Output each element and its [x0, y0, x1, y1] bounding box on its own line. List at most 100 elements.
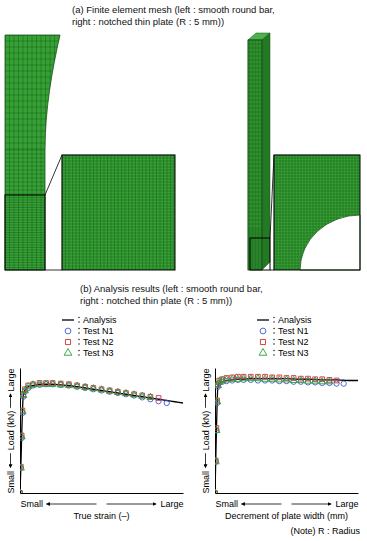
mesh-line	[248, 60, 262, 61]
caption: right : notched thin plate (R : 5 mm))	[80, 295, 232, 306]
y-axis: SmallLarge	[6, 369, 21, 494]
mesh-line	[62, 170, 175, 171]
data-point	[164, 400, 169, 405]
data-point	[65, 381, 72, 387]
mesh-outline	[248, 40, 262, 270]
mesh-line	[248, 224, 262, 225]
mesh-line	[5, 119, 60, 120]
mesh-line	[139, 155, 140, 270]
mesh-line	[248, 192, 262, 193]
mesh-line	[274, 203, 360, 204]
x-axis-line	[216, 493, 359, 494]
data-point	[49, 380, 56, 386]
mesh-line	[62, 251, 175, 252]
mesh-outline	[5, 35, 60, 270]
y-tick: Small	[201, 471, 215, 494]
data-point	[312, 377, 319, 383]
mesh-line	[5, 237, 60, 238]
mesh-line	[248, 104, 262, 105]
mesh-line	[260, 40, 261, 270]
inset-body	[274, 155, 360, 270]
mesh-line	[5, 242, 60, 243]
mesh-line	[301, 155, 302, 270]
mesh-line	[62, 242, 175, 243]
mesh-line	[248, 176, 262, 177]
mesh-line	[76, 155, 77, 270]
mesh-line	[62, 233, 175, 234]
mesh-line	[5, 240, 60, 241]
mesh-inset-left	[62, 155, 175, 270]
mesh-line	[248, 216, 262, 217]
mesh-line	[62, 179, 175, 180]
mesh-line	[5, 83, 60, 84]
legend-swatch	[260, 328, 266, 334]
arrow	[47, 504, 97, 505]
mesh-line	[128, 155, 129, 270]
legend-separator	[273, 332, 274, 333]
mesh-line	[79, 155, 80, 270]
mesh-round-bar	[5, 35, 60, 270]
legend-swatch	[64, 349, 72, 356]
mesh-line	[5, 158, 60, 159]
mesh-line	[62, 230, 175, 231]
arrow	[10, 394, 11, 408]
legend-label: Analysis	[278, 315, 312, 325]
legend: AnalysisTest N1Test N2Test N3	[62, 315, 117, 358]
mesh-line	[248, 72, 262, 73]
mesh-line	[149, 155, 150, 270]
mesh-line	[62, 254, 175, 255]
mesh-line	[252, 40, 253, 270]
mesh-line	[298, 155, 299, 270]
data-point	[73, 382, 80, 388]
x-tick-label: Large	[160, 499, 183, 509]
mesh-line	[248, 136, 262, 137]
data-point	[304, 377, 311, 383]
mesh-line	[274, 197, 360, 198]
zoom-link	[270, 155, 274, 238]
mesh-line	[248, 128, 262, 129]
mesh-line	[274, 209, 360, 210]
legend-separator	[78, 354, 79, 355]
data-point	[156, 398, 161, 403]
data-point	[20, 489, 24, 493]
legend-separator	[273, 328, 274, 329]
y-tick: Large	[201, 369, 215, 392]
mesh-line	[156, 155, 157, 270]
mesh-line	[5, 267, 60, 268]
mesh-line	[83, 155, 84, 270]
mesh-line	[248, 48, 262, 49]
legend-swatch	[65, 328, 71, 334]
mesh-line	[5, 131, 60, 132]
data-point	[326, 378, 333, 384]
mesh-line	[274, 170, 360, 171]
mesh-line	[289, 155, 290, 270]
mesh-line	[5, 265, 60, 266]
x-axis: SmallLarge	[216, 493, 359, 509]
mesh-line	[170, 155, 171, 270]
mesh-line	[274, 167, 360, 168]
mesh-line	[62, 164, 175, 165]
legend-separator	[273, 350, 274, 351]
mesh-line	[5, 150, 60, 151]
zoom-box	[250, 238, 270, 270]
legend-separator	[78, 332, 79, 333]
mesh-line	[14, 35, 15, 270]
mesh-line	[248, 156, 262, 157]
mesh-line	[23, 35, 24, 270]
mesh-line	[283, 155, 284, 270]
mesh-line	[5, 245, 60, 246]
series-line	[20, 384, 183, 493]
mesh-line	[62, 191, 175, 192]
mesh-line	[5, 53, 60, 54]
mesh-line	[160, 155, 161, 270]
legend-label: Test N1	[278, 326, 309, 336]
mesh-line	[5, 107, 60, 108]
mesh-line	[90, 155, 91, 270]
mesh-line	[5, 194, 60, 195]
mesh-line	[9, 35, 10, 270]
data-point	[82, 383, 89, 389]
x-tick-label: Small	[21, 499, 44, 509]
mesh-line	[248, 112, 262, 113]
data-point	[290, 376, 297, 382]
mesh-inset-right	[274, 155, 360, 270]
